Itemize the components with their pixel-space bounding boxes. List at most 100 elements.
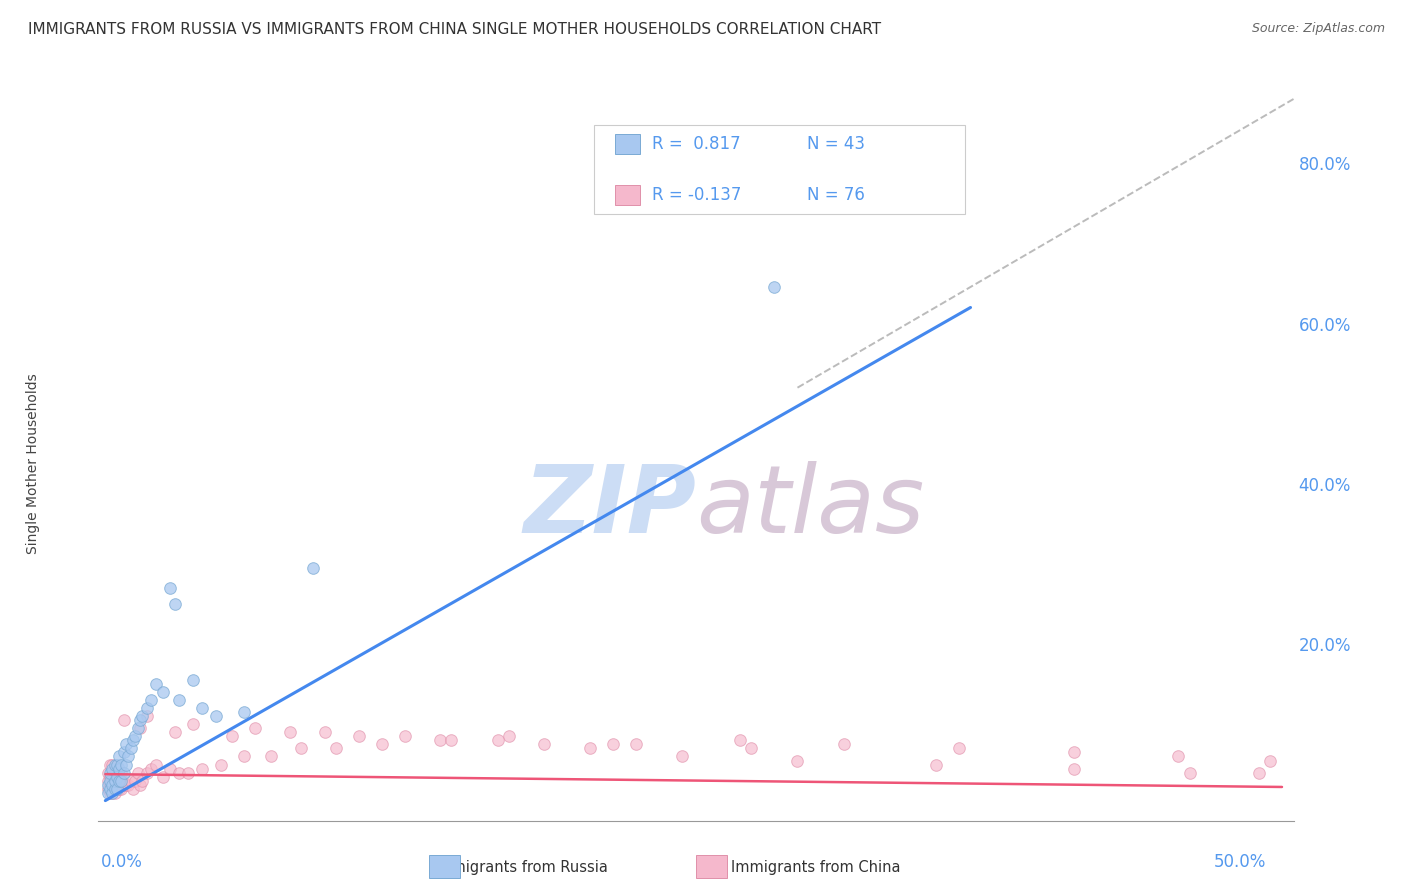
- Point: [152, 770, 174, 784]
- Point: [602, 738, 624, 752]
- Point: [832, 738, 855, 752]
- Point: [103, 781, 125, 796]
- Point: [103, 786, 125, 800]
- Point: [105, 770, 128, 784]
- Point: [101, 778, 124, 792]
- Point: [141, 762, 163, 776]
- Point: [394, 730, 416, 744]
- Point: [110, 765, 132, 780]
- Point: [115, 757, 138, 772]
- Point: [112, 778, 135, 792]
- Point: [135, 709, 157, 723]
- Point: [112, 746, 135, 760]
- Point: [314, 725, 336, 739]
- Text: Immigrants from China: Immigrants from China: [731, 860, 900, 874]
- Point: [181, 673, 204, 688]
- Point: [97, 786, 120, 800]
- Point: [579, 741, 602, 756]
- Point: [120, 773, 142, 788]
- Point: [98, 781, 121, 796]
- Point: [105, 781, 128, 796]
- Point: [117, 749, 139, 764]
- Point: [145, 757, 167, 772]
- Point: [110, 781, 132, 796]
- Point: [101, 757, 124, 772]
- Point: [163, 597, 186, 611]
- Point: [101, 762, 124, 776]
- Point: [98, 778, 121, 792]
- FancyBboxPatch shape: [595, 125, 965, 214]
- Point: [624, 738, 647, 752]
- Text: ZIP: ZIP: [523, 460, 696, 553]
- Point: [98, 773, 121, 788]
- Point: [101, 770, 124, 784]
- Point: [98, 770, 121, 784]
- Bar: [614, 134, 640, 154]
- Point: [786, 754, 808, 768]
- Point: [101, 786, 124, 800]
- Point: [181, 717, 204, 731]
- Text: N = 76: N = 76: [807, 186, 865, 203]
- Point: [925, 757, 948, 772]
- Point: [145, 677, 167, 691]
- Point: [98, 765, 121, 780]
- Point: [245, 722, 267, 736]
- Text: Single Mother Households: Single Mother Households: [25, 374, 39, 554]
- Point: [221, 730, 243, 744]
- Point: [440, 733, 463, 747]
- Point: [124, 773, 146, 788]
- Point: [112, 765, 135, 780]
- Point: [97, 765, 120, 780]
- Point: [105, 757, 128, 772]
- Point: [1260, 754, 1282, 768]
- Point: [101, 778, 124, 792]
- Point: [110, 773, 132, 788]
- Point: [1178, 765, 1201, 780]
- Point: [205, 709, 228, 723]
- Point: [260, 749, 283, 764]
- Point: [103, 757, 125, 772]
- Point: [115, 738, 138, 752]
- Point: [152, 685, 174, 699]
- Point: [290, 741, 312, 756]
- Point: [1247, 765, 1270, 780]
- Point: [129, 714, 152, 728]
- Point: [105, 781, 128, 796]
- Point: [103, 778, 125, 792]
- Point: [763, 280, 786, 294]
- Point: [108, 770, 131, 784]
- Point: [167, 693, 190, 707]
- Point: [97, 778, 120, 792]
- Text: Source: ZipAtlas.com: Source: ZipAtlas.com: [1251, 22, 1385, 36]
- Point: [209, 757, 232, 772]
- Point: [740, 741, 762, 756]
- Point: [232, 706, 254, 720]
- Point: [302, 561, 325, 575]
- Point: [325, 741, 347, 756]
- Point: [122, 781, 145, 796]
- Point: [108, 762, 131, 776]
- Point: [129, 778, 152, 792]
- Point: [347, 730, 370, 744]
- Text: atlas: atlas: [696, 461, 924, 552]
- Bar: [614, 185, 640, 205]
- Text: N = 43: N = 43: [807, 136, 865, 153]
- Point: [948, 741, 970, 756]
- Point: [177, 765, 200, 780]
- Point: [120, 741, 142, 756]
- Point: [105, 762, 128, 776]
- Point: [728, 733, 751, 747]
- Point: [429, 733, 451, 747]
- Point: [101, 786, 124, 800]
- Point: [131, 709, 153, 723]
- Point: [112, 714, 135, 728]
- Text: Immigrants from Russia: Immigrants from Russia: [433, 860, 607, 874]
- Point: [122, 733, 145, 747]
- Point: [159, 581, 181, 595]
- Point: [671, 749, 693, 764]
- Point: [98, 786, 121, 800]
- Point: [486, 733, 509, 747]
- Point: [135, 765, 157, 780]
- Point: [108, 773, 131, 788]
- Point: [167, 765, 190, 780]
